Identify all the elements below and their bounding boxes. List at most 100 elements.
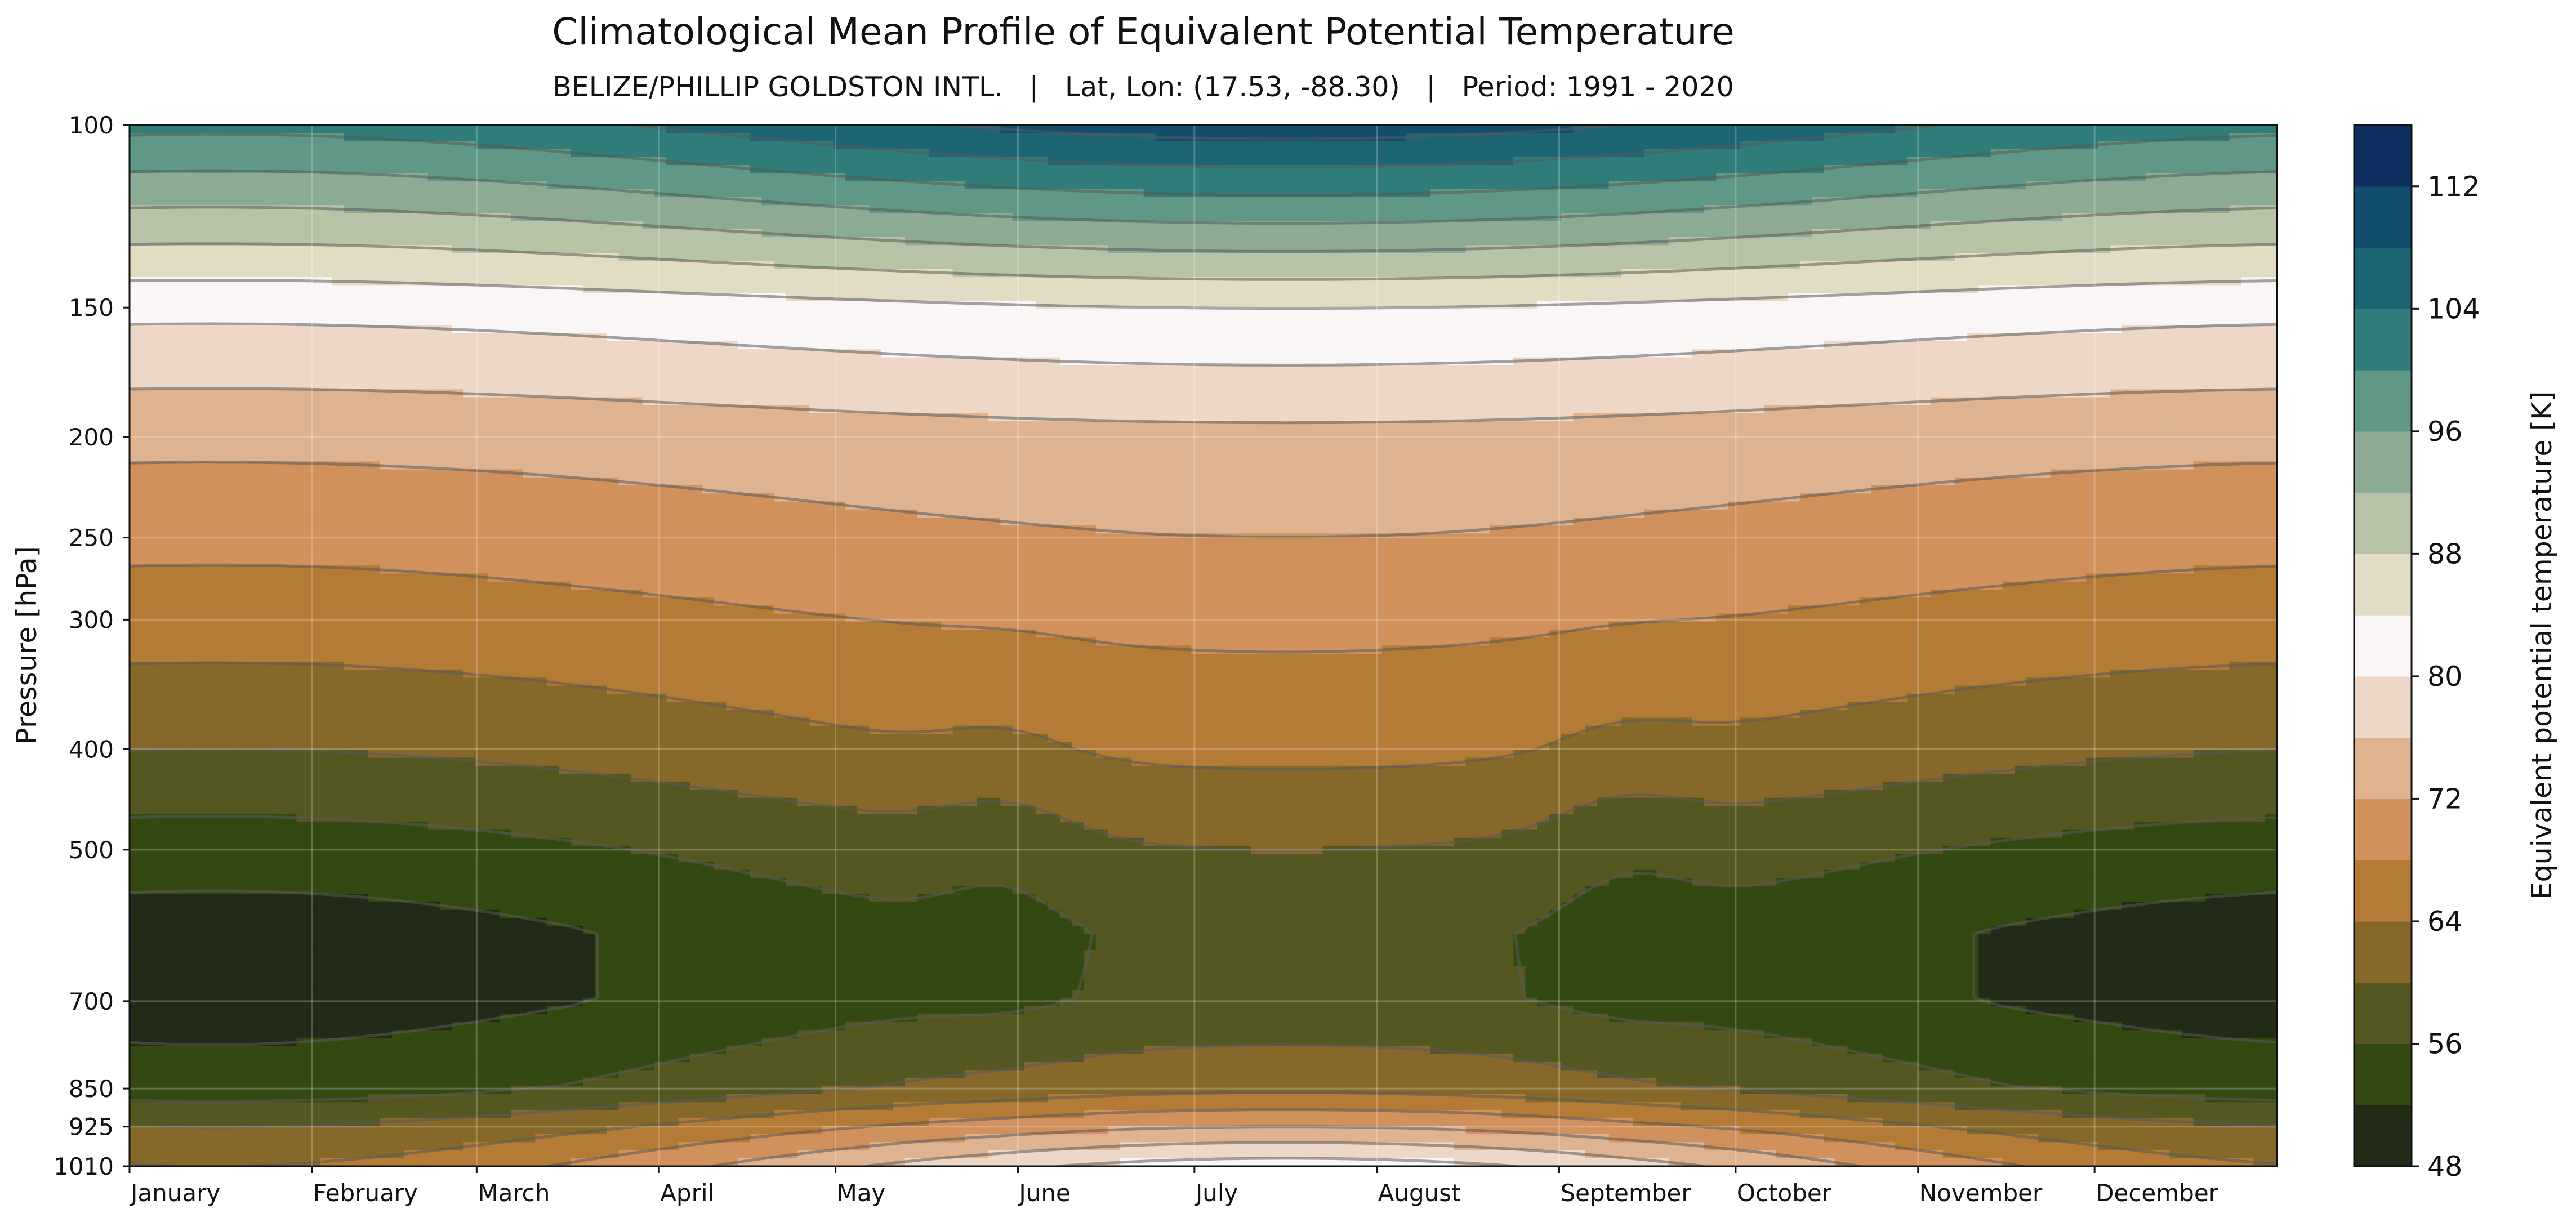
contour-cell [809,325,822,334]
contour-cell [463,309,476,318]
contour-cell [595,125,607,133]
contour-cell [2169,253,2182,262]
contour-cell [1287,285,1299,293]
contour-cell [1812,213,1824,221]
contour-cell [1204,269,1216,278]
contour-cell [1895,181,1908,190]
contour-cell [1501,205,1514,213]
contour-cell [1800,149,1812,158]
contour-cell [130,285,142,293]
contour-cell [1060,141,1072,149]
contour-cell [654,141,667,149]
contour-cell [1204,325,1216,334]
contour-cell [1597,285,1610,293]
contour-cell [213,141,225,149]
contour-cell [1692,285,1705,293]
contour-cell [595,173,607,181]
contour-cell [1501,293,1514,302]
contour-cell [1311,253,1323,262]
contour-cell [714,325,727,334]
contour-cell [1024,237,1037,246]
contour-cell [1740,181,1753,190]
contour-cell [702,173,715,181]
contour-cell [738,173,750,181]
contour-cell [1967,141,1979,149]
contour-cell [511,293,524,302]
contour-cell [1943,181,1955,190]
contour-cell [1418,229,1430,238]
contour-cell [500,277,512,286]
contour-cell [690,205,703,213]
contour-cell [1656,253,1669,262]
contour-cell [1597,229,1610,238]
contour-cell [2015,173,2027,181]
contour-cell [332,213,345,221]
contour-cell [2265,189,2278,198]
contour-cell [1406,269,1419,278]
contour-cell [547,133,559,141]
contour-cell [822,277,834,286]
contour-cell [535,197,547,206]
contour-cell [1000,141,1013,149]
contour-cell [1704,157,1717,166]
contour-cell [1108,341,1120,350]
contour-cell [416,165,428,173]
contour-cell [1358,341,1371,350]
contour-cell [1478,253,1490,262]
contour-cell [559,173,572,181]
contour-cell [368,197,381,206]
contour-cell [261,293,273,302]
contour-cell [1490,333,1502,342]
contour-cell [2229,229,2241,238]
contour-cell [1299,205,1311,213]
contour-cell [1036,141,1049,149]
contour-cell [1144,237,1156,246]
contour-cell [1871,269,1884,278]
contour-cell [1251,197,1263,206]
contour-cell [893,125,906,133]
contour-cell [2146,293,2158,302]
contour-cell [1501,181,1514,190]
contour-cell [1764,213,1776,221]
contour-cell [1585,261,1597,270]
contour-cell [368,293,381,302]
contour-cell [869,125,881,133]
contour-cell [1466,141,1478,149]
contour-cell [332,333,345,342]
contour-cell [714,317,727,325]
contour-cell [631,245,643,253]
contour-cell [2026,293,2039,302]
contour-cell [1573,165,1585,173]
contour-cell [1978,277,1991,286]
contour-cell [392,141,404,149]
contour-cell [1311,157,1323,166]
contour-cell [2003,245,2015,253]
contour-cell [2110,261,2122,270]
contour-cell [1513,317,1526,325]
contour-cell [213,229,225,238]
contour-cell [1943,125,1955,133]
contour-cell [1466,285,1478,293]
contour-cell [2241,149,2253,158]
contour-cell [2194,125,2206,133]
contour-cell [1454,317,1466,325]
contour-cell [1084,173,1097,181]
contour-cell [368,125,381,133]
contour-cell [2026,125,2039,133]
contour-cell [225,125,237,133]
contour-cell [1394,141,1406,149]
contour-cell [237,341,249,350]
contour-cell [1131,229,1144,238]
contour-cell [225,309,237,318]
contour-cell [249,149,261,158]
contour-cell [1513,293,1526,302]
contour-cell [702,213,715,221]
contour-cell [141,197,154,206]
contour-cell [762,141,774,149]
contour-cell [1919,261,1932,270]
contour-cell [941,197,953,206]
contour-cell [1227,253,1240,262]
contour-cell [297,253,309,262]
contour-cell [1669,277,1681,286]
contour-cell [2062,189,2075,198]
